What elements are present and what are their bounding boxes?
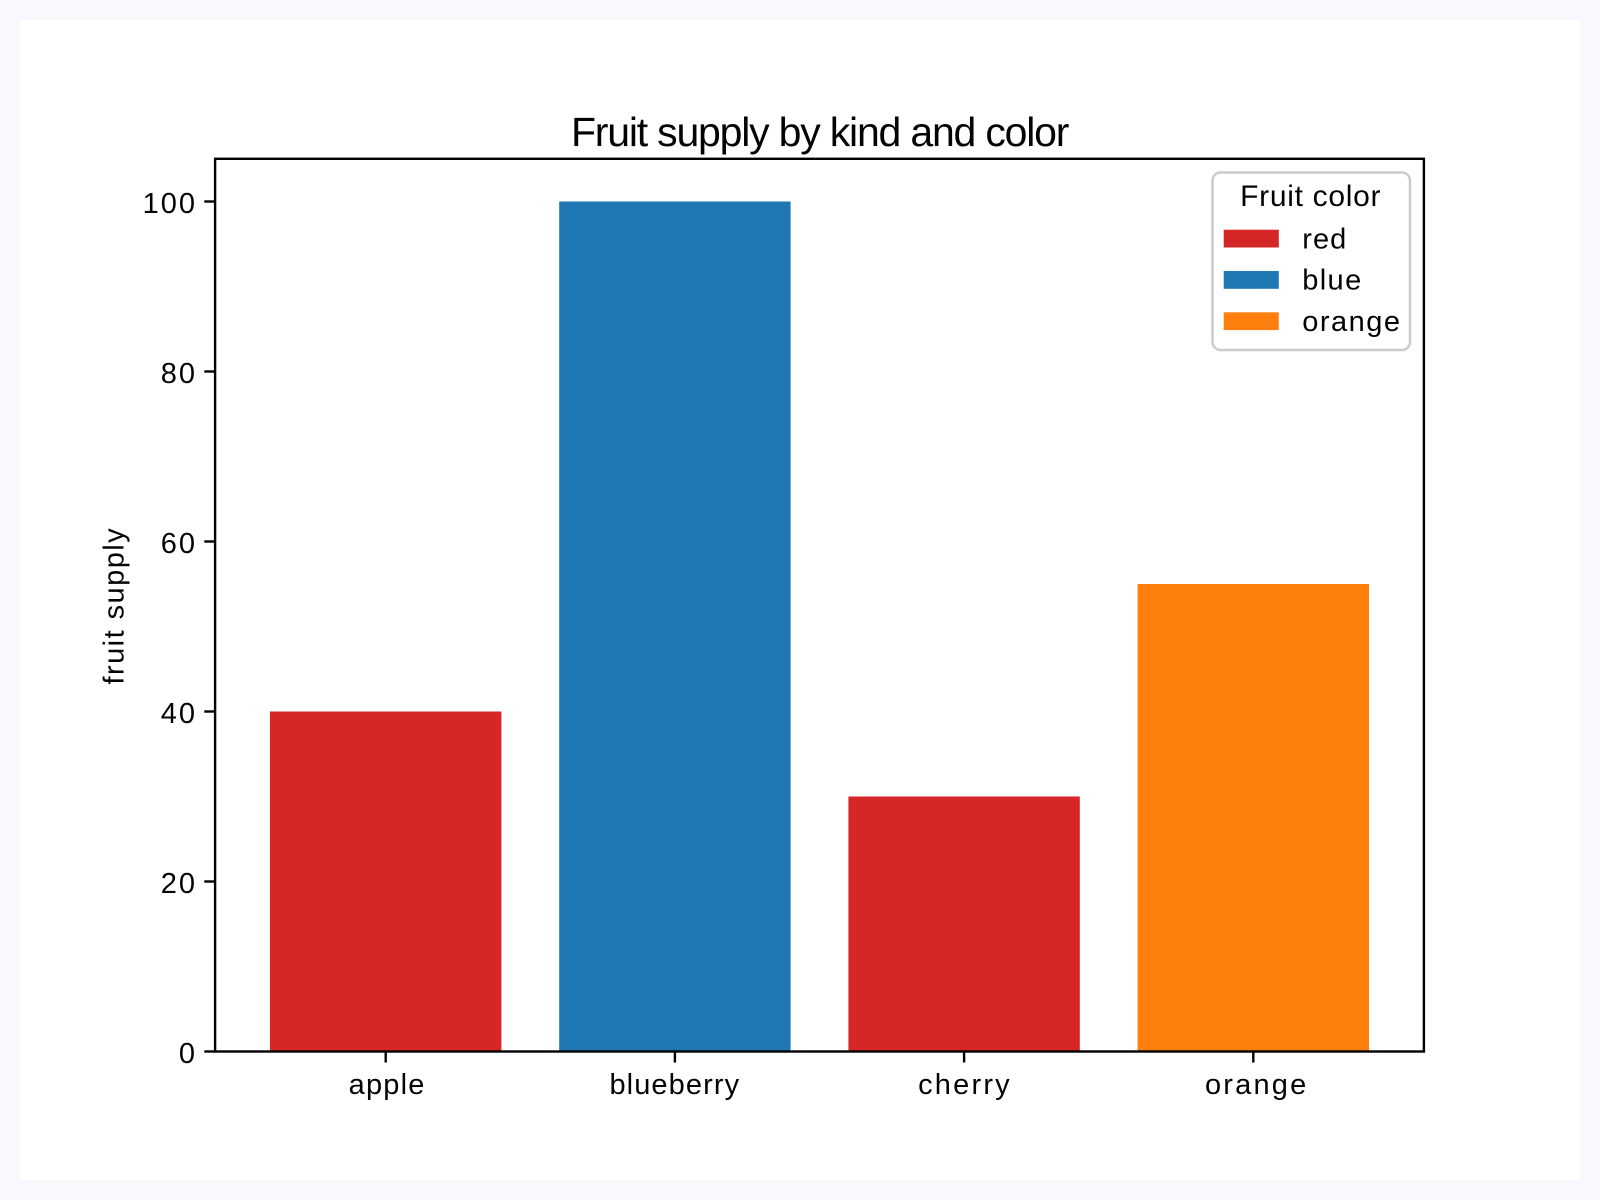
svg-text:cherry: cherry [918,1069,1012,1101]
svg-text:apple: apple [349,1069,426,1101]
svg-text:orange: orange [1302,306,1401,338]
svg-text:Fruit supply by kind and color: Fruit supply by kind and color [571,109,1069,155]
svg-text:40: 40 [161,698,197,730]
svg-text:blue: blue [1302,265,1362,297]
svg-text:blueberry: blueberry [609,1069,740,1101]
svg-text:60: 60 [161,528,197,560]
svg-text:0: 0 [179,1038,197,1070]
svg-text:fruit supply: fruit supply [99,527,131,685]
svg-text:red: red [1302,223,1347,255]
svg-text:20: 20 [161,868,197,900]
svg-text:Fruit color: Fruit color [1240,180,1381,213]
svg-text:100: 100 [143,188,197,220]
svg-text:orange: orange [1205,1069,1309,1101]
svg-text:80: 80 [161,358,197,390]
